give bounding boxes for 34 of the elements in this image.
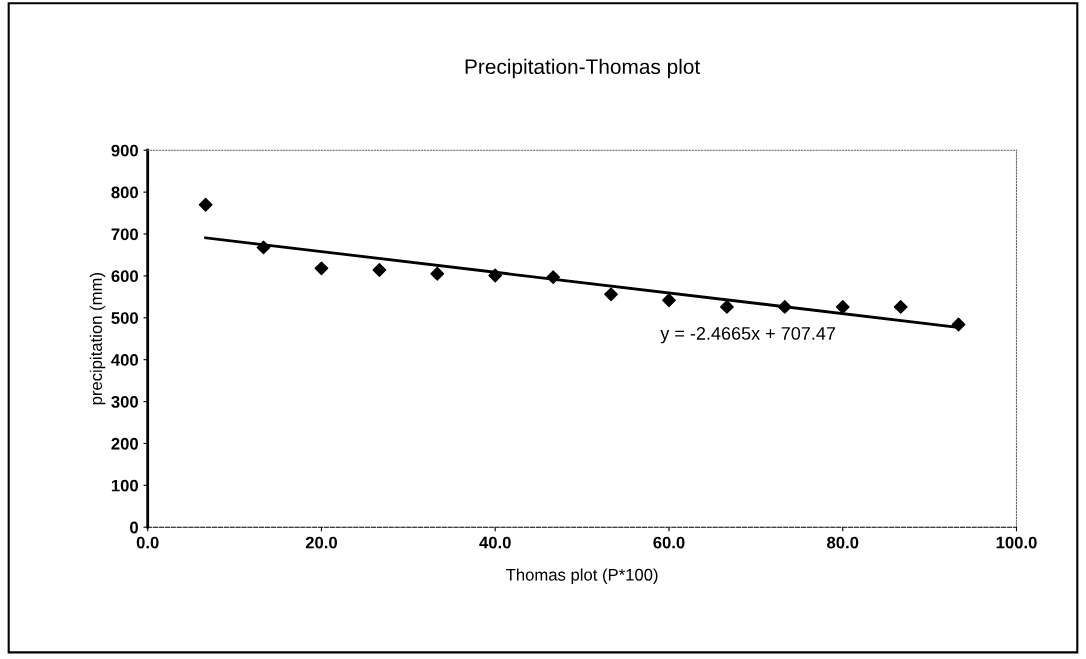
x-tick-label: 60.0 — [653, 536, 685, 549]
x-tick-label: 0.0 — [136, 536, 159, 549]
y-tick-label: 900 — [111, 144, 138, 157]
y-tick-label: 800 — [111, 186, 138, 199]
point — [893, 299, 908, 314]
point — [198, 197, 213, 212]
point — [604, 287, 618, 302]
y-tick-label: 600 — [111, 270, 138, 283]
y-tick-label: 100 — [111, 479, 138, 492]
point — [314, 261, 329, 276]
point — [488, 268, 503, 283]
point — [662, 293, 676, 308]
point — [256, 240, 271, 255]
annotation: y = -2.4665x + 707.47 — [660, 327, 836, 344]
x-tick-label: 40.0 — [479, 536, 511, 549]
y-tick-label: 200 — [111, 437, 138, 450]
x-tick-label: 20.0 — [305, 536, 337, 549]
point — [372, 263, 387, 277]
point — [835, 299, 850, 314]
point — [720, 299, 734, 314]
point — [777, 299, 792, 314]
point — [430, 266, 445, 281]
y-tick-label: 0 — [130, 521, 138, 534]
point — [546, 270, 561, 285]
y-tick-label: 500 — [111, 312, 138, 324]
x-tick-label: 80.0 — [827, 536, 859, 549]
y-tick-label: 700 — [111, 228, 138, 241]
point — [951, 317, 966, 332]
x-tick-label: 100.0 — [996, 536, 1037, 549]
x-axis-title: Thomas plot (P*100) — [506, 568, 658, 584]
chart-title: Precipitation-Thomas plot — [465, 58, 701, 79]
y-tick-label: 300 — [111, 395, 138, 408]
y-tick-label: 400 — [111, 354, 138, 366]
y-axis-title: precipitation (mm) — [89, 273, 106, 405]
